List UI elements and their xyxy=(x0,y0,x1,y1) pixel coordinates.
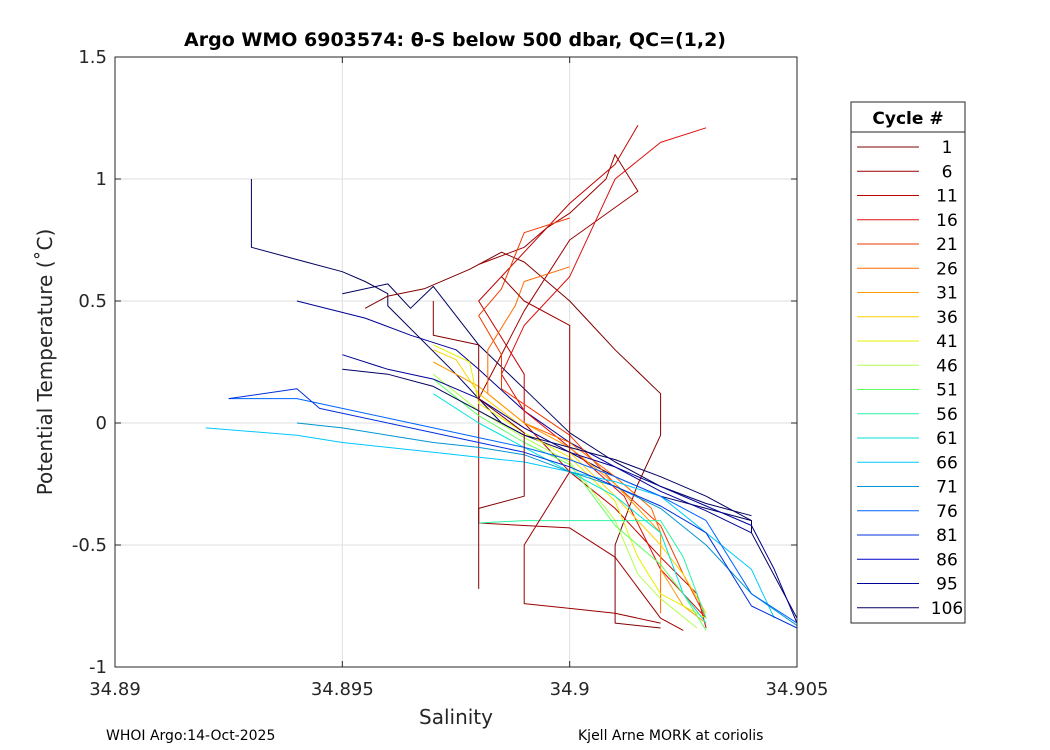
legend-item: 76 xyxy=(857,502,958,522)
legend-label: 11 xyxy=(936,187,958,207)
legend-item: 11 xyxy=(857,187,958,207)
legend-label: 81 xyxy=(936,526,958,546)
series-line-106 xyxy=(228,388,798,629)
series-line-1b xyxy=(432,301,525,589)
legend-label: 56 xyxy=(936,405,958,425)
legend-item: 16 xyxy=(857,211,958,231)
legend-label: 95 xyxy=(936,575,958,595)
y-tick-label: -1 xyxy=(89,657,107,678)
legend-item: 95 xyxy=(857,575,958,595)
legend-item: 61 xyxy=(857,429,958,449)
y-tick-label: -0.5 xyxy=(72,535,107,556)
legend-label: 46 xyxy=(936,356,958,376)
legend-label: 21 xyxy=(936,235,958,255)
legend-item: 1 xyxy=(857,138,952,158)
legend-label: 71 xyxy=(936,478,958,498)
plot-background xyxy=(115,57,797,667)
series-line-95 xyxy=(228,398,798,624)
legend-label: 6 xyxy=(942,162,953,182)
x-tick-label: 34.895 xyxy=(311,679,374,700)
series-line-71 xyxy=(478,520,707,619)
legend-label: 106 xyxy=(931,599,963,619)
legend-label: 86 xyxy=(936,550,958,570)
series-line-6b xyxy=(501,276,661,624)
y-axis-label: Potential Temperature (˚C) xyxy=(33,229,57,496)
legend-box xyxy=(850,101,966,624)
legend-item: 56 xyxy=(857,405,958,425)
legend-label: 31 xyxy=(936,284,958,304)
legend-label: 36 xyxy=(936,308,958,328)
legend-label: 76 xyxy=(936,502,958,522)
legend-label: 16 xyxy=(936,211,958,231)
y-tick-label: 0.5 xyxy=(78,291,107,312)
legend-item: 51 xyxy=(857,381,958,401)
footer-right: Kjell Arne MORK at coriolis xyxy=(578,728,763,744)
axes-box xyxy=(114,56,798,668)
legend-label: 51 xyxy=(936,381,958,401)
series-line-106b xyxy=(342,368,798,619)
legend-label: 26 xyxy=(936,259,958,279)
legend-label: 66 xyxy=(936,453,958,473)
legend-item: 26 xyxy=(857,259,958,279)
legend-item: 41 xyxy=(857,332,958,352)
series-line-86 xyxy=(296,422,798,626)
legend-item: 6 xyxy=(857,162,952,182)
legend-item: 71 xyxy=(857,478,958,498)
plot-area: 34.89 34.895 34.9 34.905 1.5 1 0.5 0 -0.5 -1 xyxy=(72,47,829,700)
legend-item: 21 xyxy=(857,235,958,255)
legend-item: 66 xyxy=(857,453,958,473)
chart-title: Argo WMO 6903574: θ-S below 500 dbar, QC… xyxy=(184,29,726,51)
series-line-95b xyxy=(342,354,798,624)
legend-item: 106 xyxy=(857,599,963,619)
x-tick-label: 34.905 xyxy=(766,679,829,700)
legend-title: Cycle # xyxy=(872,109,943,129)
legend-item: 46 xyxy=(857,356,958,376)
legend-label: 1 xyxy=(942,138,953,158)
legend: Cycle #161116212631364146515661667176818… xyxy=(850,101,966,624)
series-line-76 xyxy=(433,393,707,624)
y-tick-label: 0 xyxy=(96,413,107,434)
series-line-36 xyxy=(478,217,707,619)
x-tick-label: 34.9 xyxy=(550,679,590,700)
series-line-21 xyxy=(478,154,684,631)
x-axis-label: Salinity xyxy=(419,705,493,729)
series-line-16 xyxy=(364,251,662,629)
y-tick-label: 1 xyxy=(96,169,107,190)
legend-item: 86 xyxy=(857,550,958,570)
legend-item: 36 xyxy=(857,308,958,328)
legend-item: 31 xyxy=(857,284,958,304)
legend-label: 61 xyxy=(936,429,958,449)
y-tick-label: 1.5 xyxy=(78,47,107,68)
series-lines xyxy=(205,125,798,631)
footer-left: WHOI Argo:14-Oct-2025 xyxy=(106,728,275,744)
series-line-66 xyxy=(432,378,707,631)
legend-item: 81 xyxy=(857,526,958,546)
x-tick-label: 34.89 xyxy=(89,679,141,700)
series-line-46 xyxy=(433,361,707,624)
legend-label: 41 xyxy=(936,332,958,352)
